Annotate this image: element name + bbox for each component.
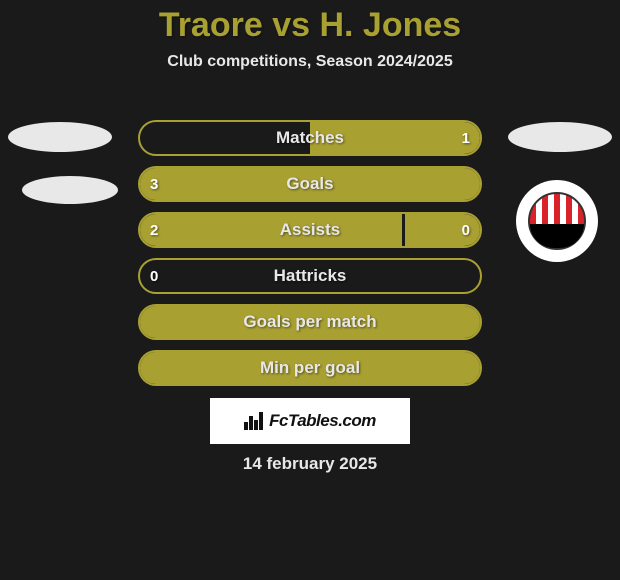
stat-row: 20Assists xyxy=(138,212,482,248)
stat-label: Goals per match xyxy=(140,306,480,338)
date-text: 14 february 2025 xyxy=(0,454,620,474)
stat-row: 0Hattricks xyxy=(138,258,482,294)
stats-container: 1Matches 3Goals 20Assists 0Hattricks Goals p… xyxy=(138,120,482,396)
player-right-ellipse xyxy=(508,122,612,152)
brand-box: FcTables.com xyxy=(210,398,410,444)
stat-label: Goals xyxy=(140,168,480,200)
stat-label: Hattricks xyxy=(140,260,480,292)
brand-text: FcTables.com xyxy=(269,411,376,431)
stat-row: 1Matches xyxy=(138,120,482,156)
player-left-ellipse-2 xyxy=(22,176,118,204)
stat-row: Goals per match xyxy=(138,304,482,340)
crest-icon xyxy=(528,192,586,250)
stat-row: Min per goal xyxy=(138,350,482,386)
player-left-ellipse-1 xyxy=(8,122,112,152)
stat-label: Assists xyxy=(140,214,480,246)
page-subtitle: Club competitions, Season 2024/2025 xyxy=(0,53,620,71)
club-crest-right xyxy=(516,180,598,262)
stat-row: 3Goals xyxy=(138,166,482,202)
page-title: Traore vs H. Jones xyxy=(0,0,620,45)
stat-label: Min per goal xyxy=(140,352,480,384)
chart-bars-icon xyxy=(244,412,263,430)
stat-label: Matches xyxy=(140,122,480,154)
